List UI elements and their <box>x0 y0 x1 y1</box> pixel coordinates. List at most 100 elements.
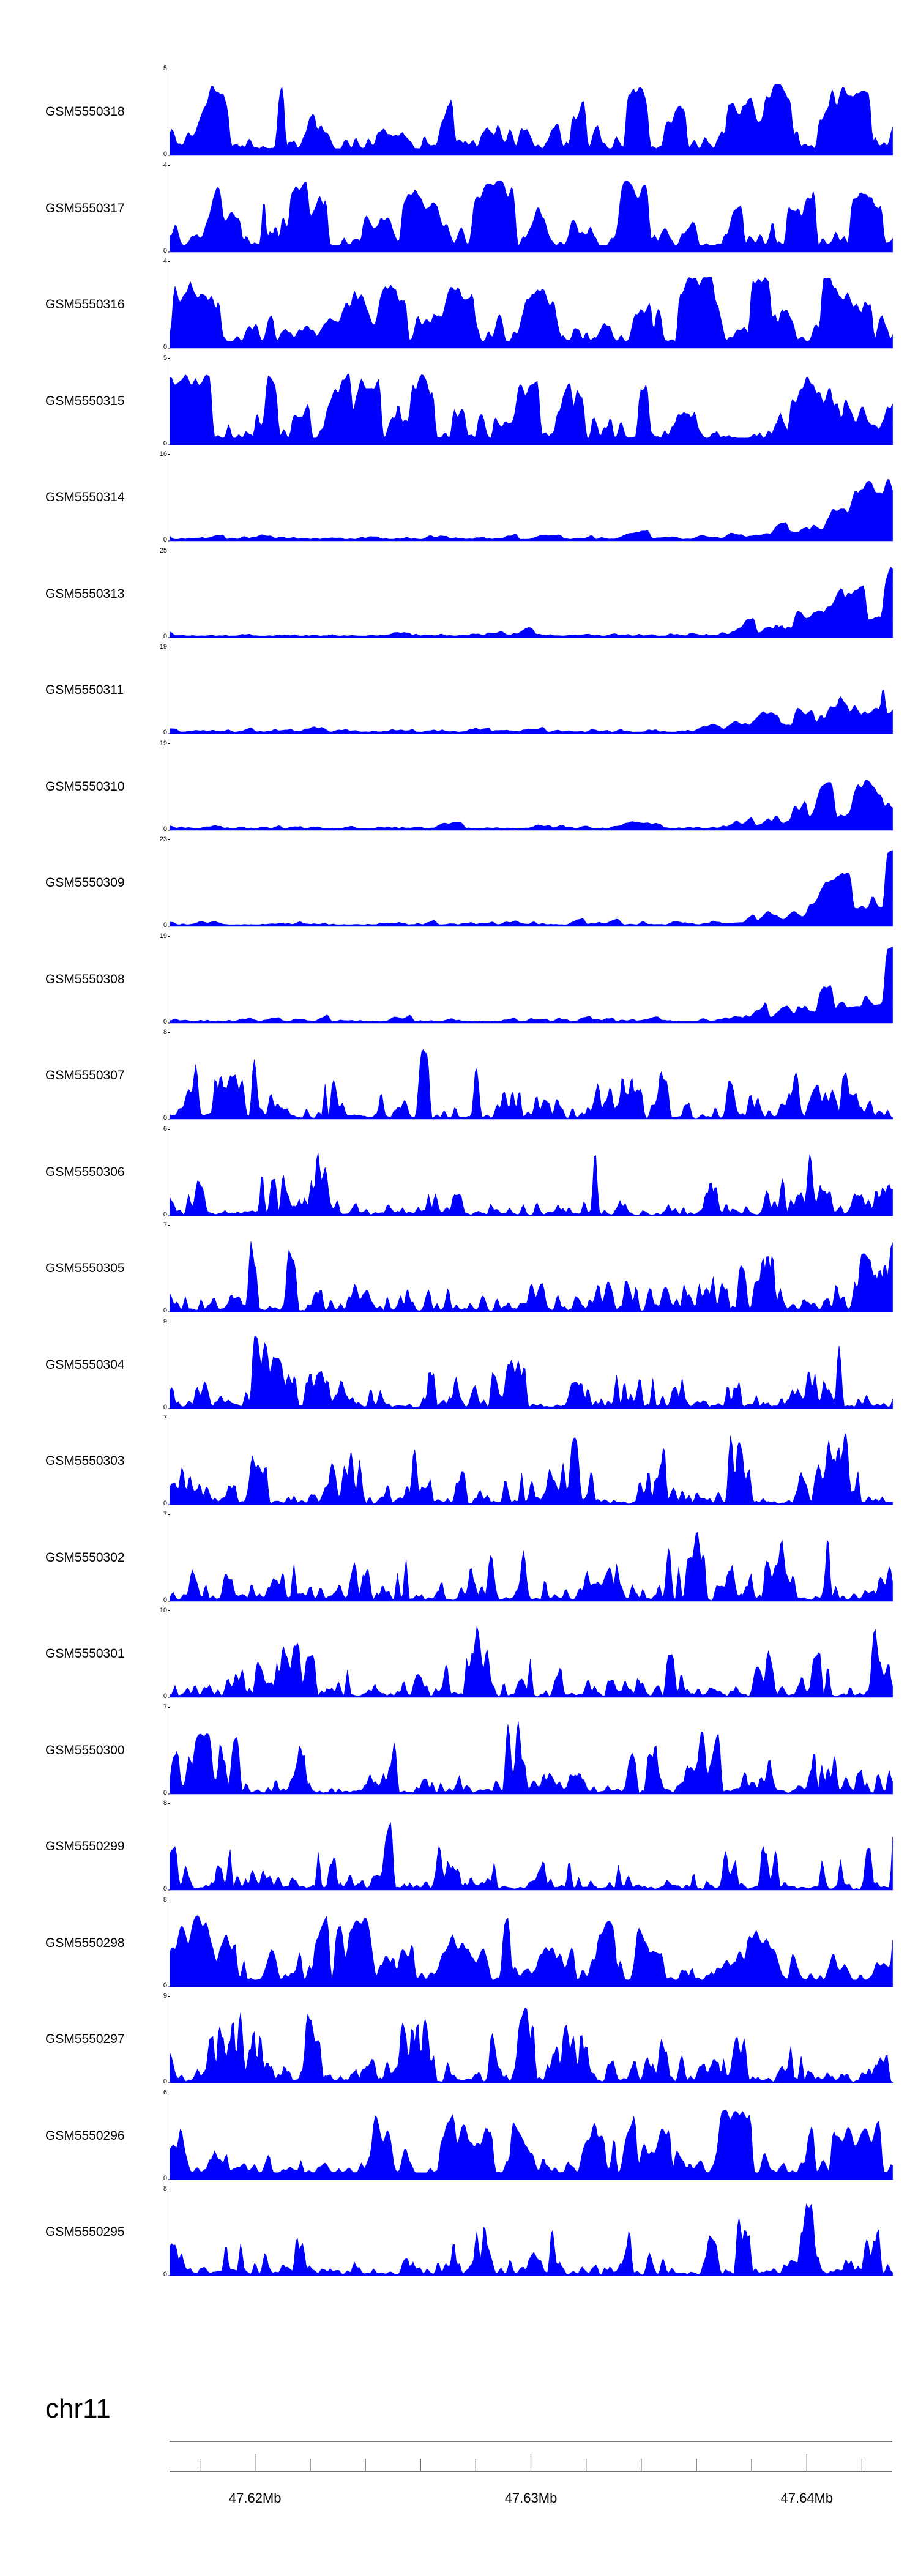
track-ymin-label: 0 <box>163 1885 167 1893</box>
track-label: GSM5550303 <box>45 1454 125 1468</box>
track-y-axis <box>168 839 170 927</box>
track-ymin-label: 0 <box>163 2174 167 2182</box>
track-ymax-label: 7 <box>163 1703 167 1711</box>
track-y-axis <box>168 936 170 1023</box>
track-ymin-label: 0 <box>163 151 167 158</box>
track-ymax-label: 8 <box>163 1896 167 1904</box>
track-label: GSM5550317 <box>45 201 125 215</box>
track-ymax-label: 8 <box>163 1029 167 1036</box>
coverage-area <box>170 1336 893 1409</box>
track-label: GSM5550302 <box>45 1550 125 1565</box>
track-plot <box>168 165 893 252</box>
track-plot <box>168 1610 893 1698</box>
track-plot <box>168 1707 893 1794</box>
track-label: GSM5550308 <box>45 972 125 986</box>
track-ymax-label: 8 <box>163 2185 167 2192</box>
track-label: GSM5550311 <box>45 683 124 697</box>
track-plot <box>168 1899 893 1987</box>
track-ymin-label: 0 <box>163 825 167 833</box>
coverage-area <box>170 2008 893 2083</box>
coverage-area <box>170 689 893 734</box>
track-label: GSM5550313 <box>45 586 125 601</box>
track-y-axis <box>168 454 170 542</box>
track-ymin-label: 0 <box>163 2271 167 2278</box>
track-plot <box>168 743 893 830</box>
track-ymax-label: 25 <box>159 546 167 554</box>
track-plot <box>168 261 893 349</box>
track-y-axis <box>168 2092 170 2180</box>
track-label: GSM5550304 <box>45 1357 125 1372</box>
track-label: GSM5550297 <box>45 2032 125 2046</box>
track-plot <box>168 839 893 927</box>
track-ymax-label: 9 <box>163 1992 167 2000</box>
track-ymin-label: 0 <box>163 2078 167 2085</box>
track-label: GSM5550298 <box>45 1935 125 1950</box>
coverage-area <box>170 1049 893 1120</box>
track-plot <box>168 550 893 638</box>
track-ymax-label: 10 <box>159 1607 167 1614</box>
track-ymax-label: 9 <box>163 1317 167 1325</box>
track-ymin-label: 0 <box>163 1692 167 1700</box>
track-y-axis <box>168 1032 170 1120</box>
track-plot <box>168 1225 893 1312</box>
track-ymax-label: 6 <box>163 2088 167 2096</box>
track-label: GSM5550310 <box>45 779 125 794</box>
track-y-axis <box>168 1321 170 1409</box>
track-label: GSM5550316 <box>45 297 125 311</box>
track-ymin-label: 0 <box>163 632 167 640</box>
genome-axis <box>170 2441 892 2472</box>
track-ymin-label: 0 <box>163 536 167 543</box>
track-plot <box>168 1032 893 1120</box>
track-ymax-label: 5 <box>163 65 167 72</box>
track-y-axis <box>168 1225 170 1312</box>
track-ymin-label: 0 <box>163 1114 167 1122</box>
track-ymin-label: 0 <box>163 1596 167 1604</box>
track-ymin-label: 0 <box>163 1307 167 1314</box>
track-y-axis <box>168 1128 170 1216</box>
track-ymax-label: 23 <box>159 836 167 843</box>
track-y-axis <box>168 357 170 445</box>
track-label: GSM5550296 <box>45 2128 125 2143</box>
coverage-area <box>170 84 893 156</box>
coverage-area <box>170 1532 893 1601</box>
track-ymax-label: 7 <box>163 1510 167 1518</box>
track-ymin-label: 0 <box>163 729 167 736</box>
track-y-axis <box>168 743 170 830</box>
coverage-area <box>170 566 893 638</box>
coverage-area <box>170 479 893 542</box>
coverage-area <box>170 1721 893 1794</box>
track-plot <box>168 1321 893 1409</box>
track-ymax-label: 4 <box>163 258 167 265</box>
coverage-area <box>170 1152 893 1216</box>
track-y-axis <box>168 1418 170 1505</box>
track-ymax-label: 8 <box>163 1800 167 1807</box>
track-ymin-label: 0 <box>163 1500 167 1507</box>
track-y-axis <box>168 1610 170 1698</box>
coverage-area <box>170 779 893 830</box>
coverage-area <box>170 1626 893 1698</box>
track-ymin-label: 0 <box>163 1981 167 1989</box>
coverage-area <box>170 2203 893 2276</box>
track-ymin-label: 0 <box>163 247 167 255</box>
track-label: GSM5550307 <box>45 1068 125 1082</box>
coverage-area <box>170 373 893 445</box>
track-label: GSM5550295 <box>45 2225 125 2239</box>
axis-tick-label: 47.63Mb <box>504 2490 558 2506</box>
track-y-axis <box>168 647 170 734</box>
track-plot <box>168 2092 893 2180</box>
track-ymax-label: 16 <box>159 450 167 458</box>
track-plot <box>168 1128 893 1216</box>
track-ymin-label: 0 <box>163 921 167 929</box>
coverage-area <box>170 1915 893 1987</box>
track-y-axis <box>168 550 170 638</box>
coverage-area <box>170 850 893 927</box>
track-label: GSM5550315 <box>45 393 125 408</box>
track-y-axis <box>168 1996 170 2083</box>
track-ymax-label: 7 <box>163 1221 167 1229</box>
track-ymax-label: 19 <box>159 932 167 940</box>
track-ymax-label: 19 <box>159 643 167 650</box>
track-plot <box>168 69 893 156</box>
track-ymin-label: 0 <box>163 1789 167 1796</box>
track-label: GSM5550306 <box>45 1164 125 1179</box>
